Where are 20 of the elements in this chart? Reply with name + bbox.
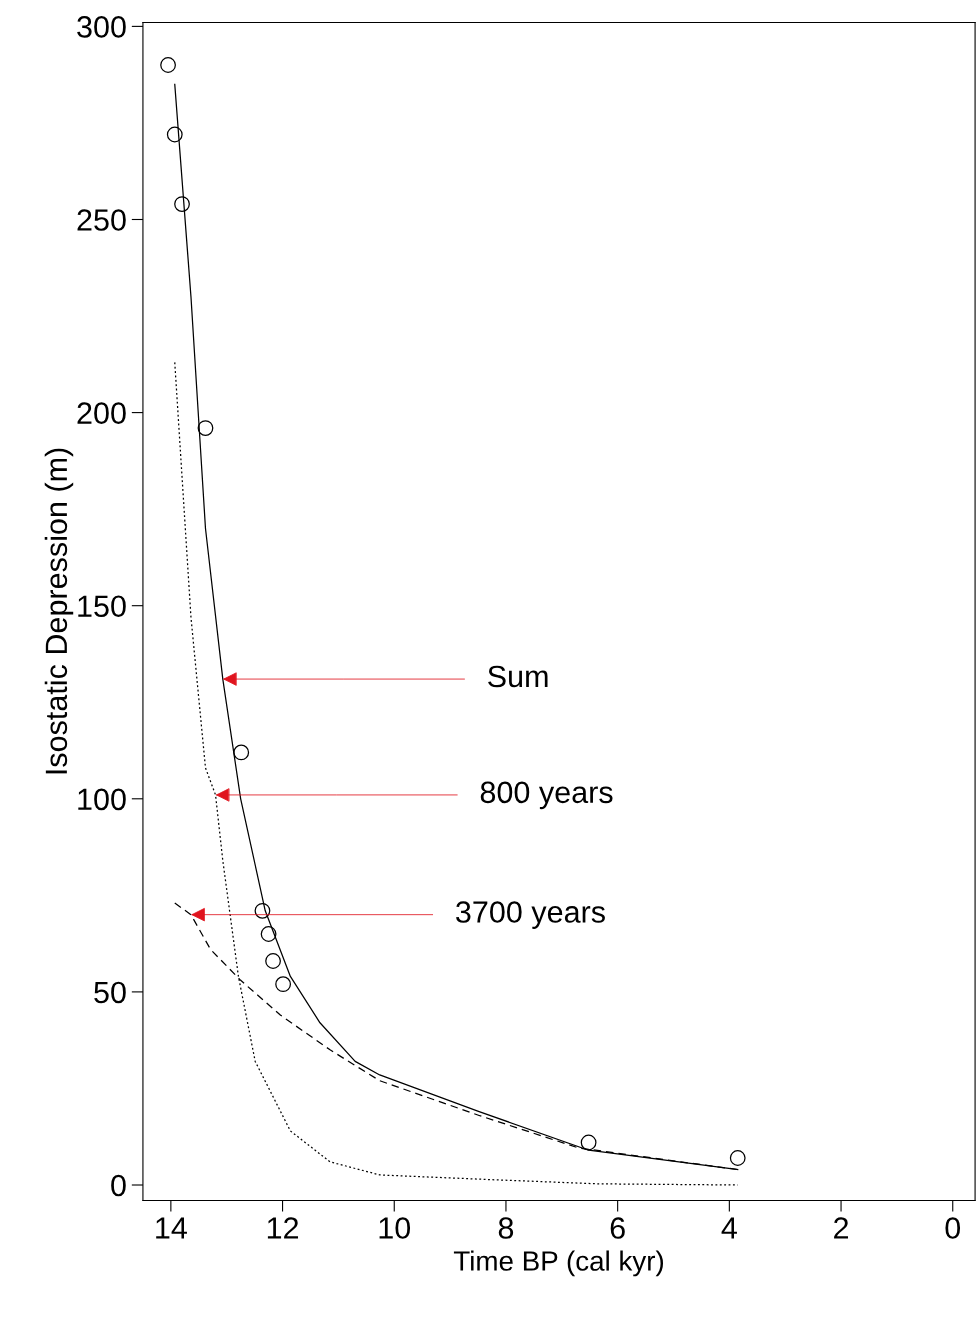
y-tick-label: 200 [77,402,126,424]
x-axis-title: Time BP (cal kyr) [453,1250,664,1277]
y-tick-label: 50 [94,981,126,1004]
x-tick-label: 12 [267,1217,299,1239]
x-tick-label: 10 [379,1217,411,1239]
annotation: 800 years [480,781,613,810]
y-tick-label: 250 [77,209,126,231]
annotation: Sum [488,665,548,688]
annotation: 3700 years [456,901,605,929]
x-tick-label: 6 [610,1217,625,1239]
y-tick-label: 0 [111,1174,126,1197]
x-tick-label: 4 [721,1217,737,1239]
y-tick-label: 150 [78,595,126,618]
x-tick-label: 8 [498,1217,514,1239]
x-tick-label: 0 [945,1217,961,1239]
y-tick-label: 300 [77,16,126,38]
y-axis-title: Isostatic Depression (m) [44,448,74,774]
y-tick-label: 100 [78,788,126,811]
x-tick-label: 14 [156,1217,187,1239]
x-tick-label: 2 [834,1217,849,1239]
